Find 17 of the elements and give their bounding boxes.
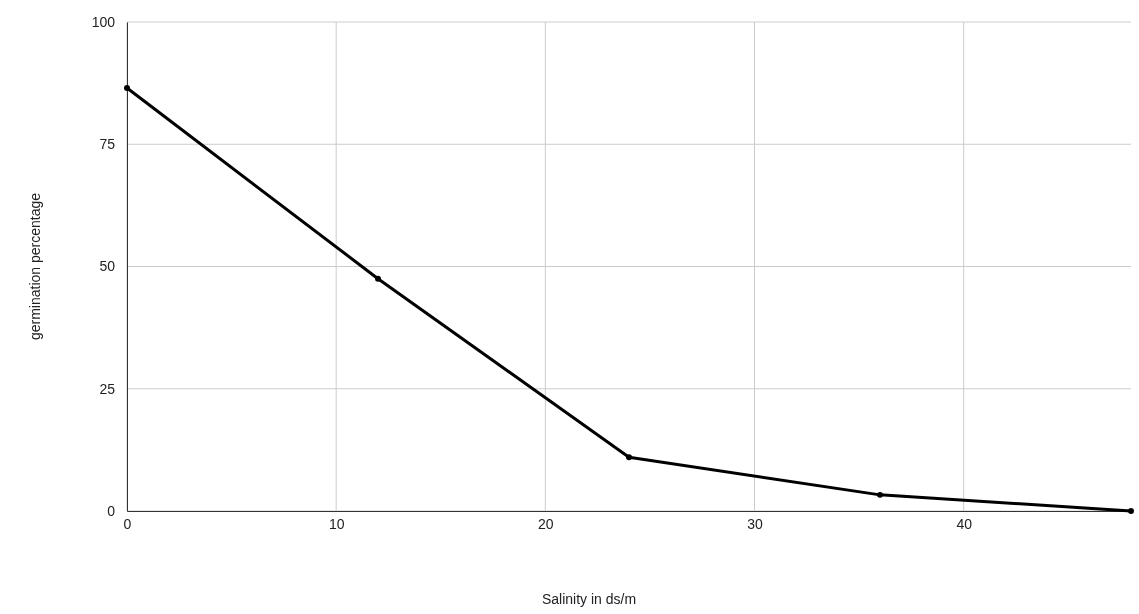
x-tick-label: 30 xyxy=(747,515,763,532)
y-tick-label: 75 xyxy=(99,136,116,153)
point xyxy=(375,275,381,282)
point xyxy=(626,454,632,461)
y-tick-label: 100 xyxy=(91,13,116,30)
point xyxy=(877,491,883,498)
x-tick-label: 0 xyxy=(123,515,132,532)
x-axis-title: Salinity in ds/m xyxy=(541,591,637,607)
y-tick-label: 0 xyxy=(107,502,116,519)
x-tick-label: 20 xyxy=(538,515,554,532)
point xyxy=(124,85,130,91)
x-tick-label: 10 xyxy=(328,515,345,532)
y-tick-label: 50 xyxy=(99,258,116,275)
y-axis-title: germination percentage xyxy=(27,192,43,341)
y-tick-label: 25 xyxy=(99,380,116,397)
x-tick-label: 40 xyxy=(956,515,973,532)
point xyxy=(1128,508,1134,514)
